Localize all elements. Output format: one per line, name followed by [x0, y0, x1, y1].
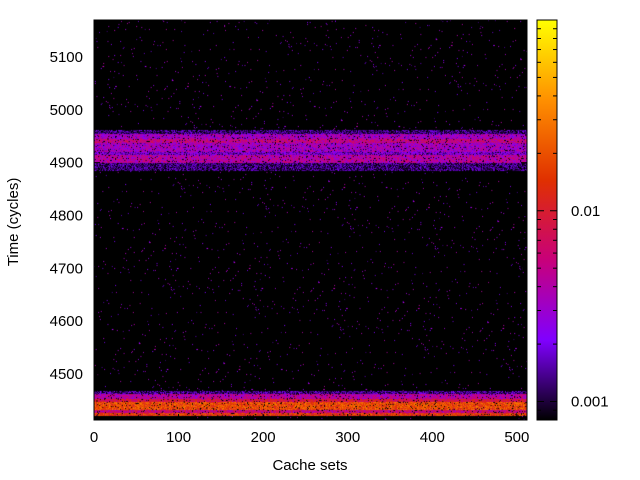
x-axis: 0 100 200 300 400 500: [90, 20, 529, 446]
plot-frame: [93, 19, 528, 421]
x-tick-label: 0: [90, 429, 98, 446]
y-tick-label: 4900: [50, 155, 83, 172]
colorbar-tick-label: 0.01: [571, 203, 600, 220]
x-tick-label: 400: [420, 429, 445, 446]
y-tick-label: 4600: [50, 313, 83, 330]
colorbar-tick-label: 0.001: [571, 394, 609, 411]
y-tick-label: 5100: [50, 49, 83, 66]
colorbar: [537, 20, 557, 420]
y-tick-label: 5000: [50, 102, 83, 119]
y-tick-label: 4700: [50, 260, 83, 277]
y-tick-label: 4800: [50, 208, 83, 225]
heatmap-image: [94, 20, 527, 420]
x-tick-label: 500: [504, 429, 529, 446]
x-tick-label: 300: [335, 429, 360, 446]
colorbar-frame: [536, 19, 558, 421]
x-axis-title: Cache sets: [272, 457, 347, 474]
y-axis-title: Time (cycles): [5, 178, 22, 267]
y-tick-label: 4500: [50, 366, 83, 383]
y-axis: 4500 4600 4700 4800 4900 5000 5100: [50, 49, 527, 383]
colorbar-axis: 0.01 0.001: [537, 19, 609, 421]
x-tick-label: 200: [251, 429, 276, 446]
x-tick-label: 100: [166, 429, 191, 446]
